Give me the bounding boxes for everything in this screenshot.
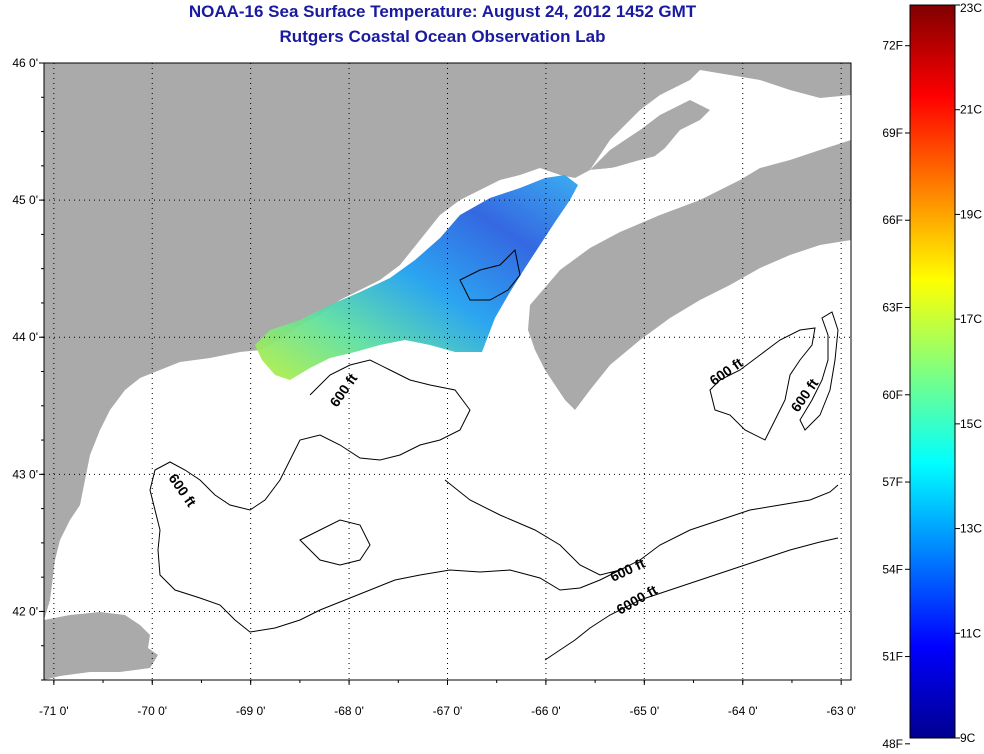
latitude-axis: 46 0' 45 0' 44 0' 43 0' 42 0' — [12, 56, 44, 681]
lon-tick-label: -69 0' — [236, 704, 266, 718]
lon-tick-label: -67 0' — [433, 704, 463, 718]
colorbar-f-label: 63F — [882, 301, 903, 315]
colorbar-c-label: 9C — [960, 731, 976, 745]
colorbar-c-label: 13C — [960, 522, 982, 536]
colorbar-c-label: 19C — [960, 207, 982, 221]
colorbar-f-label: 69F — [882, 126, 903, 140]
lat-tick-label: 43 0' — [12, 467, 38, 481]
colorbar-f-label: 60F — [882, 388, 903, 402]
colorbar-c-label: 21C — [960, 103, 982, 117]
colorbar — [909, 4, 956, 739]
land-nova-scotia — [528, 140, 851, 410]
lon-tick-label: -70 0' — [137, 704, 167, 718]
colorbar-f-label: 54F — [882, 562, 903, 576]
bay-of-fundy-water — [490, 145, 720, 345]
colorbar-f-label: 66F — [882, 213, 903, 227]
colorbar-c-label: 17C — [960, 312, 982, 326]
longitude-axis: -71 0' -70 0' -69 0' -68 0' -67 0' -66 0' -65 … — [39, 680, 856, 718]
chart-title: NOAA-16 Sea Surface Temperature: August … — [188, 2, 697, 21]
colorbar-c-label: 23C — [960, 1, 982, 15]
colorbar-f-label: 51F — [882, 650, 903, 664]
lon-tick-label: -63 0' — [826, 704, 856, 718]
lon-tick-label: -71 0' — [39, 704, 69, 718]
lon-tick-label: -68 0' — [334, 704, 364, 718]
colorbar-fahrenheit-labels: 72F 69F 66F 63F 60F 57F 54F 51F 48F — [882, 39, 910, 751]
lat-tick-label: 44 0' — [12, 330, 38, 344]
map-content — [44, 63, 851, 680]
colorbar-f-label: 72F — [882, 39, 903, 53]
land-cape-cod — [44, 612, 158, 680]
lon-tick-label: -65 0' — [630, 704, 660, 718]
colorbar-c-label: 15C — [960, 417, 982, 431]
lat-tick-label: 42 0' — [12, 604, 38, 618]
sst-swath — [255, 175, 578, 380]
lon-tick-label: -66 0' — [531, 704, 561, 718]
lon-tick-label: -64 0' — [728, 704, 758, 718]
bathymetry-contours — [149, 248, 839, 661]
colorbar-celsius-labels: 23C 21C 19C 17C 15C 13C 11C 9C — [955, 1, 982, 745]
land-new-england — [44, 63, 851, 620]
land-new-brunswick — [590, 100, 710, 170]
lat-tick-label: 46 0' — [12, 56, 38, 70]
colorbar-c-label: 11C — [960, 626, 981, 640]
colorbar-f-label: 48F — [882, 737, 903, 751]
colorbar-f-label: 57F — [882, 475, 903, 489]
chart-subtitle: Rutgers Coastal Ocean Observation Lab — [279, 27, 606, 46]
lat-tick-label: 45 0' — [12, 193, 38, 207]
